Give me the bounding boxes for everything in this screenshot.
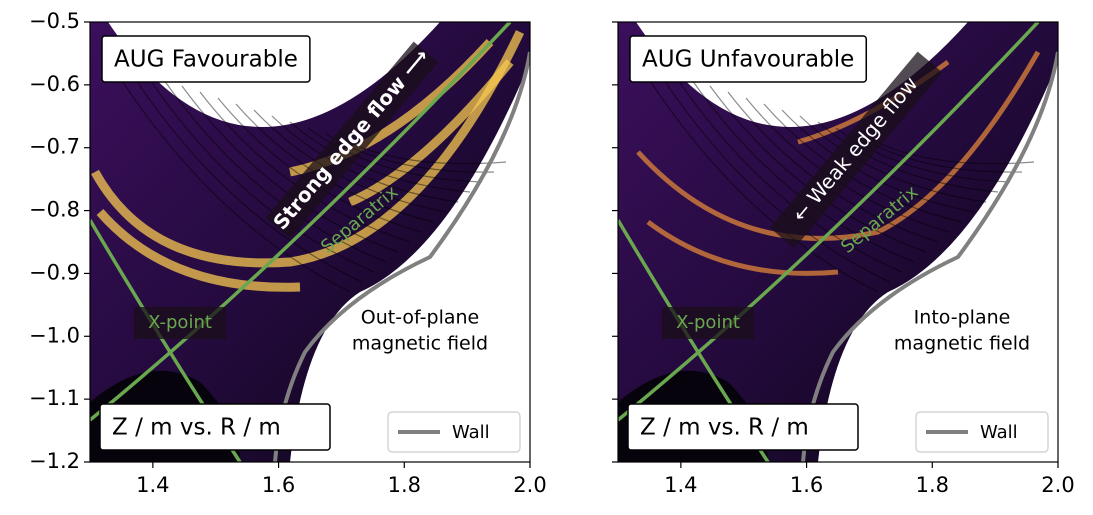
texture-line: [763, 103, 963, 223]
xpoint-label: X-point: [676, 312, 740, 333]
legend-label: Wall: [980, 422, 1018, 443]
y-tick-label: −1.1: [29, 386, 80, 410]
texture-line: [799, 115, 987, 203]
axes-frame: [617, 21, 1059, 463]
x-tick-label: 1.6: [790, 473, 823, 497]
legend-box: [387, 411, 521, 453]
flow-streak: [636, 50, 1041, 241]
x-tick-label: 2.0: [1041, 473, 1074, 497]
axis-label-box: [99, 403, 331, 451]
y-tick-label: −1.2: [29, 449, 80, 473]
axis-label-box: [627, 403, 859, 451]
separatrix: [90, 22, 512, 422]
y-tick-label: −0.9: [29, 260, 80, 284]
field-label: Into-plane: [914, 307, 1011, 329]
axis-label: Z / m vs. R / m: [640, 415, 809, 441]
annotation-box: [769, 51, 943, 249]
wall-line: [801, 51, 1058, 462]
plasma-region: [618, 22, 1058, 462]
texture-line: [637, 61, 879, 293]
flow-streak: [91, 30, 525, 268]
x-tick-label: 1.8: [388, 473, 421, 497]
legend-label: Wall: [452, 422, 490, 443]
field-label: magnetic field: [352, 333, 488, 355]
texture-line: [781, 109, 975, 213]
y-tick-label: −0.5: [29, 9, 80, 33]
wall-line: [273, 51, 530, 462]
x-tick-label: 1.8: [916, 473, 949, 497]
title-box: [101, 35, 311, 83]
axis-label: Z / m vs. R / m: [112, 415, 281, 441]
flow-streak: [96, 209, 301, 292]
texture-line: [691, 79, 915, 263]
texture-line: [145, 73, 375, 273]
texture-line: [871, 139, 1035, 165]
flow-streak: [646, 219, 839, 276]
separatrix: [618, 22, 1040, 422]
texture-line: [673, 73, 903, 273]
field-label: Out-of-plane: [361, 307, 480, 329]
annotation-box: [662, 307, 754, 339]
texture-line: [181, 85, 399, 253]
field-label: magnetic field: [894, 333, 1030, 355]
y-tick-label: −1.0: [29, 323, 80, 347]
x-tick-label: 1.4: [664, 473, 697, 497]
y-tick-label: −0.8: [29, 198, 80, 222]
panel-title: AUG Favourable: [114, 47, 298, 73]
plasma-region: [90, 22, 530, 462]
texture-line: [655, 67, 891, 283]
legend-box: [915, 411, 1049, 453]
flow-streak: [348, 59, 514, 207]
field-image: [90, 22, 530, 462]
y-tick-label: −0.7: [29, 135, 80, 159]
annotation-box: [134, 307, 226, 339]
title-box: [629, 35, 868, 83]
x-tick-label: 1.4: [136, 473, 169, 497]
texture-line: [271, 115, 459, 203]
y-tick-label: −0.6: [29, 72, 80, 96]
texture-line: [307, 127, 483, 183]
texture-line: [817, 121, 999, 193]
x-tick-label: 1.6: [262, 473, 295, 497]
axes-frame: [89, 21, 531, 463]
texture-line: [109, 61, 351, 293]
panel-title: AUG Unfavourable: [642, 47, 854, 73]
x-tick-label: 2.0: [513, 473, 546, 497]
texture-line: [163, 79, 387, 263]
texture-line: [127, 67, 363, 283]
texture-line: [289, 121, 471, 193]
xpoint-label: X-point: [148, 312, 212, 333]
annotation-box: [265, 41, 439, 239]
